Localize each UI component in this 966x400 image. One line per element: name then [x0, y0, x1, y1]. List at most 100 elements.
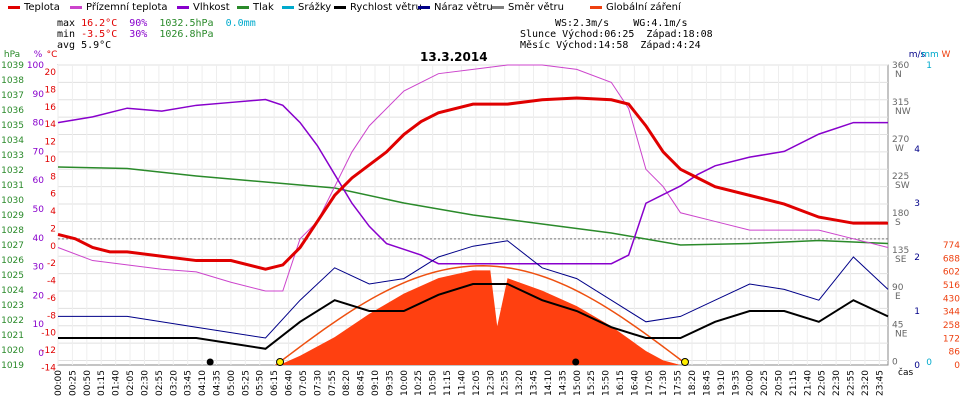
ms-tick: 2 — [914, 253, 920, 263]
w-tick: 258 — [943, 321, 960, 331]
w-tick: 688 — [943, 254, 960, 264]
x-tick: 02:55 — [155, 370, 165, 396]
hpa-tick: 1036 — [1, 106, 24, 116]
c-tick: -4 — [47, 277, 56, 287]
hpa-tick: 1028 — [1, 226, 24, 236]
x-tick: 00:50 — [83, 370, 93, 396]
x-tick: 07:05 — [299, 370, 309, 396]
c-tick: 20 — [45, 68, 57, 78]
legend-swatch — [334, 5, 346, 9]
x-tick: 11:15 — [443, 370, 453, 396]
axis-unit-pct: % — [34, 50, 43, 60]
stats-max: max 16.2°C 90% 1032.5hPa 0.0mm — [57, 18, 256, 29]
legend-swatch — [492, 5, 504, 9]
x-tick: 19:10 — [717, 370, 727, 396]
stats-avg: avg 5.9°C — [57, 40, 112, 51]
hpa-tick: 1031 — [1, 181, 24, 191]
x-tick: 15:00 — [573, 370, 583, 396]
ms-tick: 3 — [914, 199, 920, 209]
legend-item: Směr větru — [492, 2, 564, 14]
legend-swatch — [177, 5, 189, 9]
x-tick: 20:00 — [746, 370, 756, 396]
legend-label: Rychlost větru — [350, 2, 422, 13]
dir-tick-label: N — [895, 70, 902, 80]
legend-item: Tlak — [237, 2, 274, 14]
x-tick: 04:35 — [213, 370, 223, 396]
x-tick: 00:25 — [68, 370, 78, 396]
humidity-line — [57, 98, 888, 265]
x-tick: 18:45 — [702, 370, 712, 396]
hpa-tick: 1026 — [1, 256, 24, 266]
radiation-area — [279, 270, 681, 365]
stats-min: min -3.5°C 30% 1026.8hPa — [57, 29, 214, 40]
dir-tick: 225 — [892, 172, 909, 182]
hpa-tick: 1037 — [1, 91, 24, 101]
legend-label: Směr větru — [508, 2, 564, 13]
w-tick: 0 — [954, 361, 960, 371]
c-tick: 8 — [50, 172, 56, 182]
x-tick: 21:15 — [789, 370, 799, 396]
ms-tick: 4 — [914, 145, 920, 155]
pct-tick: 50 — [33, 205, 45, 215]
hpa-tick: 1025 — [1, 271, 24, 281]
x-tick: 11:40 — [457, 370, 467, 396]
x-tick: 07:55 — [328, 370, 338, 396]
pct-tick: 30 — [33, 263, 45, 273]
hpa-tick: 1034 — [1, 136, 24, 146]
moon-times: Měsíc Východ:14:58 Západ:4:24 — [520, 40, 701, 51]
dir-tick: 90 — [892, 283, 904, 293]
hpa-tick: 1039 — [1, 61, 24, 71]
x-tick: 03:45 — [184, 370, 194, 396]
pct-tick: 60 — [33, 176, 45, 186]
w-tick: 86 — [949, 348, 961, 358]
c-tick: -10 — [41, 329, 56, 339]
x-tick: 08:20 — [342, 370, 352, 396]
dir-tick: 0 — [892, 357, 898, 367]
sun-times: Slunce Východ:06:25 Západ:18:08 — [520, 29, 713, 40]
x-tick: 12:05 — [472, 370, 482, 396]
sunrise-marker — [276, 358, 285, 366]
x-tick: 05:00 — [227, 370, 237, 396]
x-tick: 05:50 — [256, 370, 266, 396]
legend-item: Rychlost větru — [334, 2, 422, 14]
mm-tick: 0 — [926, 358, 932, 368]
c-tick: 10 — [45, 155, 57, 165]
x-tick: 18:20 — [688, 370, 698, 396]
x-tick: 19:35 — [731, 370, 741, 396]
wind-speed-line — [58, 283, 889, 350]
hpa-tick: 1019 — [1, 361, 24, 371]
pct-tick: 40 — [33, 234, 45, 244]
x-tick: 05:25 — [241, 370, 251, 396]
x-tick: 00:00 — [54, 370, 64, 396]
c-tick: -12 — [41, 346, 56, 356]
pct-tick: 20 — [33, 291, 45, 301]
temperature-line — [57, 96, 888, 271]
date-title: 13.3.2014 — [420, 50, 488, 64]
axis-unit-ms: m/s — [909, 50, 926, 60]
c-tick: 4 — [50, 207, 56, 217]
x-tick: 16:40 — [630, 370, 640, 396]
legend-swatch — [8, 5, 20, 9]
dir-tick-label: E — [895, 292, 901, 302]
c-tick: 12 — [45, 138, 56, 148]
c-tick: 6 — [50, 190, 56, 200]
moonset-marker — [206, 358, 214, 366]
hpa-tick: 1021 — [1, 331, 24, 341]
moonrise-marker — [572, 358, 580, 366]
dir-tick: 135 — [892, 246, 909, 256]
x-tick: 06:15 — [270, 370, 280, 396]
c-tick: -2 — [47, 259, 56, 269]
legend-label: Náraz větru — [434, 2, 493, 13]
c-tick: 18 — [45, 85, 57, 95]
c-tick: -6 — [47, 294, 56, 304]
pct-tick: 70 — [33, 147, 45, 157]
x-tick: 09:10 — [371, 370, 381, 396]
axis-unit-c: °C — [47, 50, 58, 60]
legend-swatch — [70, 5, 82, 9]
dir-tick-label: NW — [895, 107, 911, 117]
x-tick: 10:00 — [400, 370, 410, 396]
x-tick: 08:45 — [357, 370, 367, 396]
x-tick: 02:30 — [140, 370, 150, 396]
dir-tick: 315 — [892, 98, 909, 108]
